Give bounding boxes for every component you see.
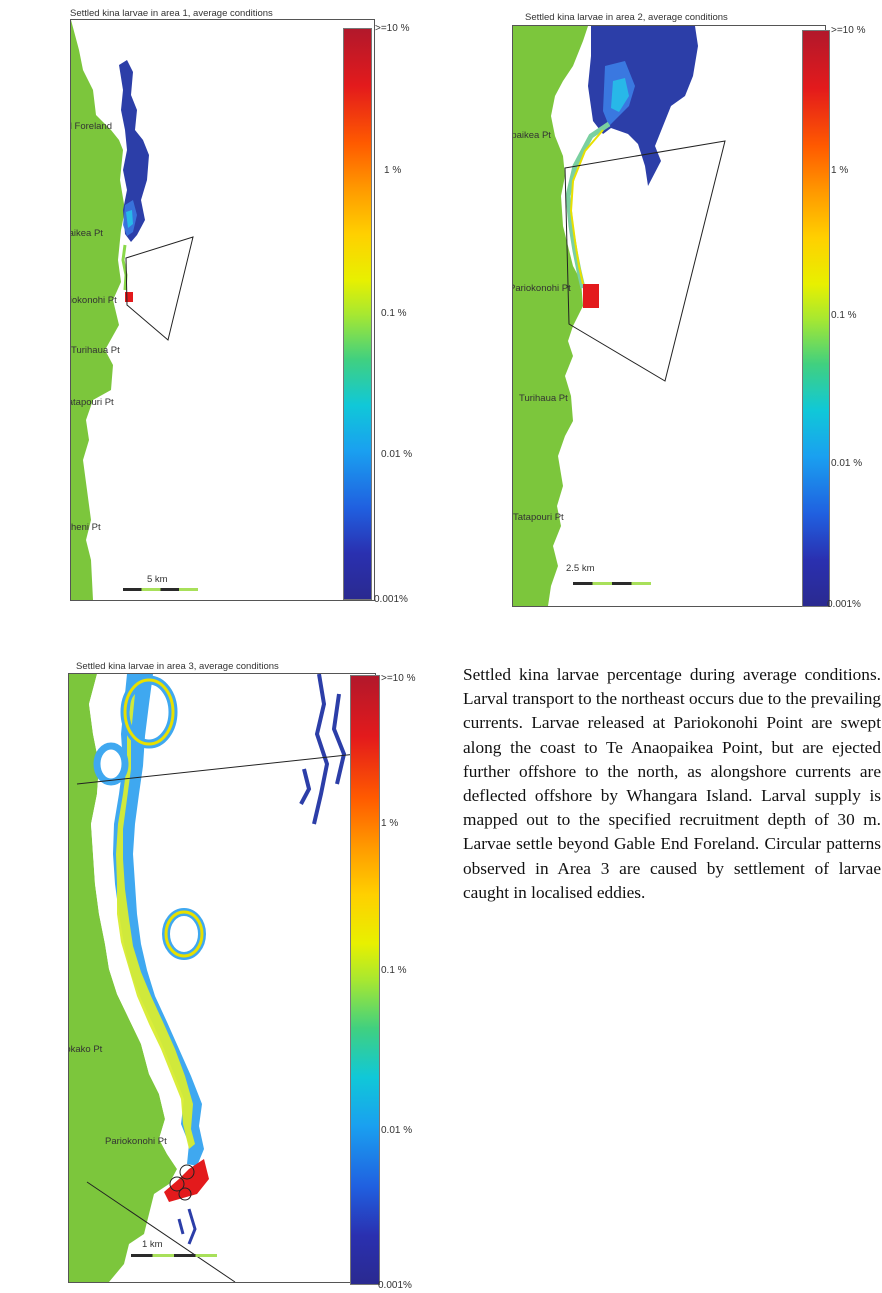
eddy-marker xyxy=(169,1176,185,1192)
map-frame: Gable End Foreland Te Anaopaikea Pt Pari… xyxy=(70,19,375,601)
map-title: Settled kina larvae in area 3, average c… xyxy=(76,661,279,672)
place-label: Turihaua Pt xyxy=(519,393,568,404)
colorbar-label: >=10 % xyxy=(831,25,866,36)
place-label: Tatapouri Pt xyxy=(71,397,114,408)
larvae-plume-high xyxy=(611,78,629,112)
larvae-coastal-streak xyxy=(565,121,611,289)
colorbar xyxy=(350,675,380,1285)
map-title: Settled kina larvae in area 2, average c… xyxy=(525,12,728,23)
larvae-coastal-streak xyxy=(121,244,128,291)
map-frame: Tapuwaeorongokako Pt Pariokonohi Pt 1 km xyxy=(68,673,376,1283)
colorbar-label: 0.01 % xyxy=(381,449,413,460)
place-label: Pariokonohi Pt xyxy=(512,283,571,294)
land-mass xyxy=(513,26,588,606)
colorbar-label: 0.001% xyxy=(378,1280,412,1291)
land-mass xyxy=(71,20,125,600)
colorbar-label: 1 % xyxy=(384,165,402,176)
release-area-boundary xyxy=(76,751,375,785)
colorbar-label: 0.01 % xyxy=(381,1125,413,1136)
colorbar-label: 0.1 % xyxy=(381,965,407,976)
larvae-plume-high xyxy=(126,210,133,228)
larvae-tail xyxy=(177,1208,197,1245)
place-label: Te Anaopaikea Pt xyxy=(513,130,551,141)
colorbar-label: 0.1 % xyxy=(831,310,857,321)
map-frame: Te Anaopaikea Pt Pariokonohi Pt Turihaua… xyxy=(512,25,826,607)
colorbar xyxy=(343,28,372,600)
colorbar-label: 0.001% xyxy=(827,599,861,610)
map-title: Settled kina larvae in area 1, average c… xyxy=(70,8,273,19)
place-label: Tuaheni Pt xyxy=(71,522,101,533)
map-area-2-graphic xyxy=(513,26,726,606)
place-label: Tapuwaeorongokako Pt xyxy=(69,1044,103,1055)
place-label: Te Anaopaikea Pt xyxy=(70,228,103,239)
place-label: Turihaua Pt xyxy=(71,345,120,356)
larvae-plume-low xyxy=(119,60,149,242)
colorbar-label: >=10 % xyxy=(375,23,410,34)
scale-label: 5 km xyxy=(147,574,168,585)
larvae-hotspot xyxy=(583,284,599,308)
map-area-3-graphic xyxy=(69,674,375,1282)
eddy-ring-core xyxy=(123,678,175,746)
scale-label: 1 km xyxy=(142,1239,163,1250)
larvae-band-mid xyxy=(116,694,195,1149)
eddy-ring xyxy=(93,742,129,786)
larvae-hotspot xyxy=(125,292,133,302)
colorbar-label: >=10 % xyxy=(381,673,416,684)
release-area-boundary xyxy=(86,1181,236,1282)
larvae-band-low xyxy=(113,674,204,1166)
map-area-1-graphic xyxy=(71,20,194,600)
eddy-marker xyxy=(178,1187,192,1201)
release-area-outline xyxy=(564,140,726,382)
colorbar-label: 1 % xyxy=(831,165,849,176)
scale-bar xyxy=(123,588,198,591)
scale-label: 2.5 km xyxy=(566,563,595,574)
colorbar-label: 0.01 % xyxy=(831,458,863,469)
larvae-coastal-streak-core xyxy=(569,129,604,285)
colorbar-label: 1 % xyxy=(381,818,399,829)
place-label: Tatapouri Pt xyxy=(513,512,564,523)
colorbar-label: 0.001% xyxy=(374,594,408,605)
colorbar-label: 0.1 % xyxy=(381,308,407,319)
place-label: Gable End Foreland xyxy=(71,121,113,132)
release-area-outline xyxy=(125,236,194,341)
scale-bar xyxy=(573,582,651,585)
larvae-offshore-patch xyxy=(299,674,347,825)
land-mass xyxy=(69,674,177,1282)
eddy-marker xyxy=(179,1164,195,1180)
coastal-band xyxy=(89,674,189,1169)
eddy-ring-core xyxy=(164,910,204,958)
place-label: Pariokonohi Pt xyxy=(105,1136,167,1147)
scale-bar xyxy=(131,1254,217,1257)
colorbar xyxy=(802,30,830,607)
place-label: Pariokonohi Pt xyxy=(70,295,117,306)
figure-caption: Settled kina larvae percentage during av… xyxy=(463,665,881,902)
